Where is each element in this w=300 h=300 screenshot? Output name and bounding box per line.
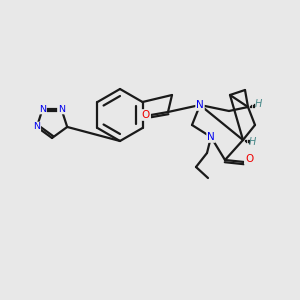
Text: O: O <box>142 110 150 120</box>
Text: H: H <box>248 137 256 147</box>
Text: N: N <box>33 122 40 131</box>
Text: H: H <box>254 99 262 109</box>
Text: N: N <box>58 105 65 114</box>
Text: N: N <box>207 132 215 142</box>
Text: N: N <box>196 100 204 110</box>
Text: O: O <box>245 154 253 164</box>
Text: N: N <box>39 105 46 114</box>
